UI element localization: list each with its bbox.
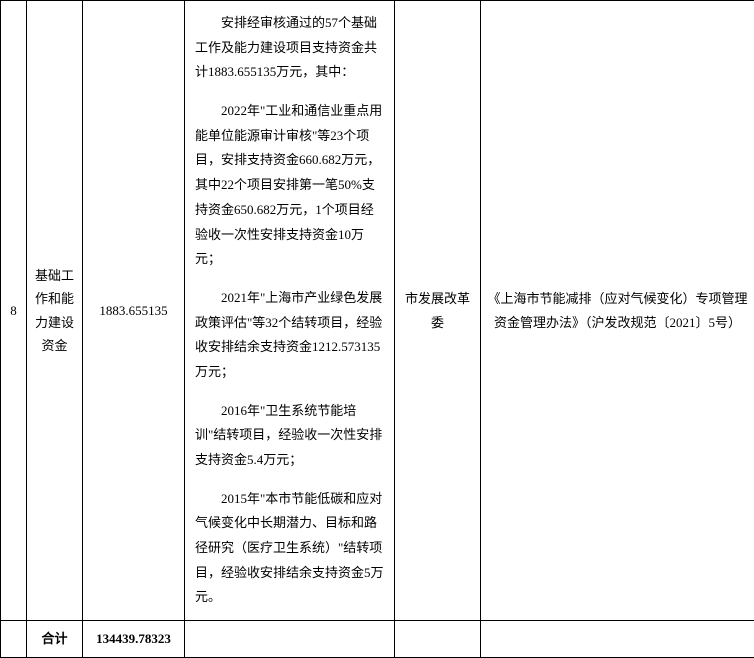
desc-paragraph: 2016年"卫生系统节能培训"结转项目，经验收一次性安排支持资金5.4万元； xyxy=(195,399,384,473)
cell-regulation: 《上海市节能减排（应对气候变化）专项管理资金管理办法》（沪发改规范〔2021〕5… xyxy=(481,1,754,621)
desc-paragraph: 安排经审核通过的57个基础工作及能力建设项目支持资金共计1883.655135万… xyxy=(195,11,384,85)
cell-description: 安排经审核通过的57个基础工作及能力建设项目支持资金共计1883.655135万… xyxy=(185,1,395,621)
funding-table: 8 基础工作和能力建设资金 1883.655135 安排经审核通过的57个基础工… xyxy=(0,0,754,658)
cell-category: 基础工作和能力建设资金 xyxy=(27,1,83,621)
table-row: 8 基础工作和能力建设资金 1883.655135 安排经审核通过的57个基础工… xyxy=(1,1,754,621)
cell-amount: 1883.655135 xyxy=(83,1,185,621)
desc-paragraph: 2015年"本市节能低碳和应对气候变化中长期潜力、目标和路径研究（医疗卫生系统）… xyxy=(195,487,384,610)
desc-paragraph: 2021年"上海市产业绿色发展政策评估"等32个结转项目，经验收安排结余支持资金… xyxy=(195,286,384,385)
cell-department: 市发展改革委 xyxy=(395,1,481,621)
desc-paragraph: 2022年"工业和通信业重点用能单位能源审计审核"等23个项目，安排支持资金66… xyxy=(195,99,384,272)
cell-index: 8 xyxy=(1,1,27,621)
